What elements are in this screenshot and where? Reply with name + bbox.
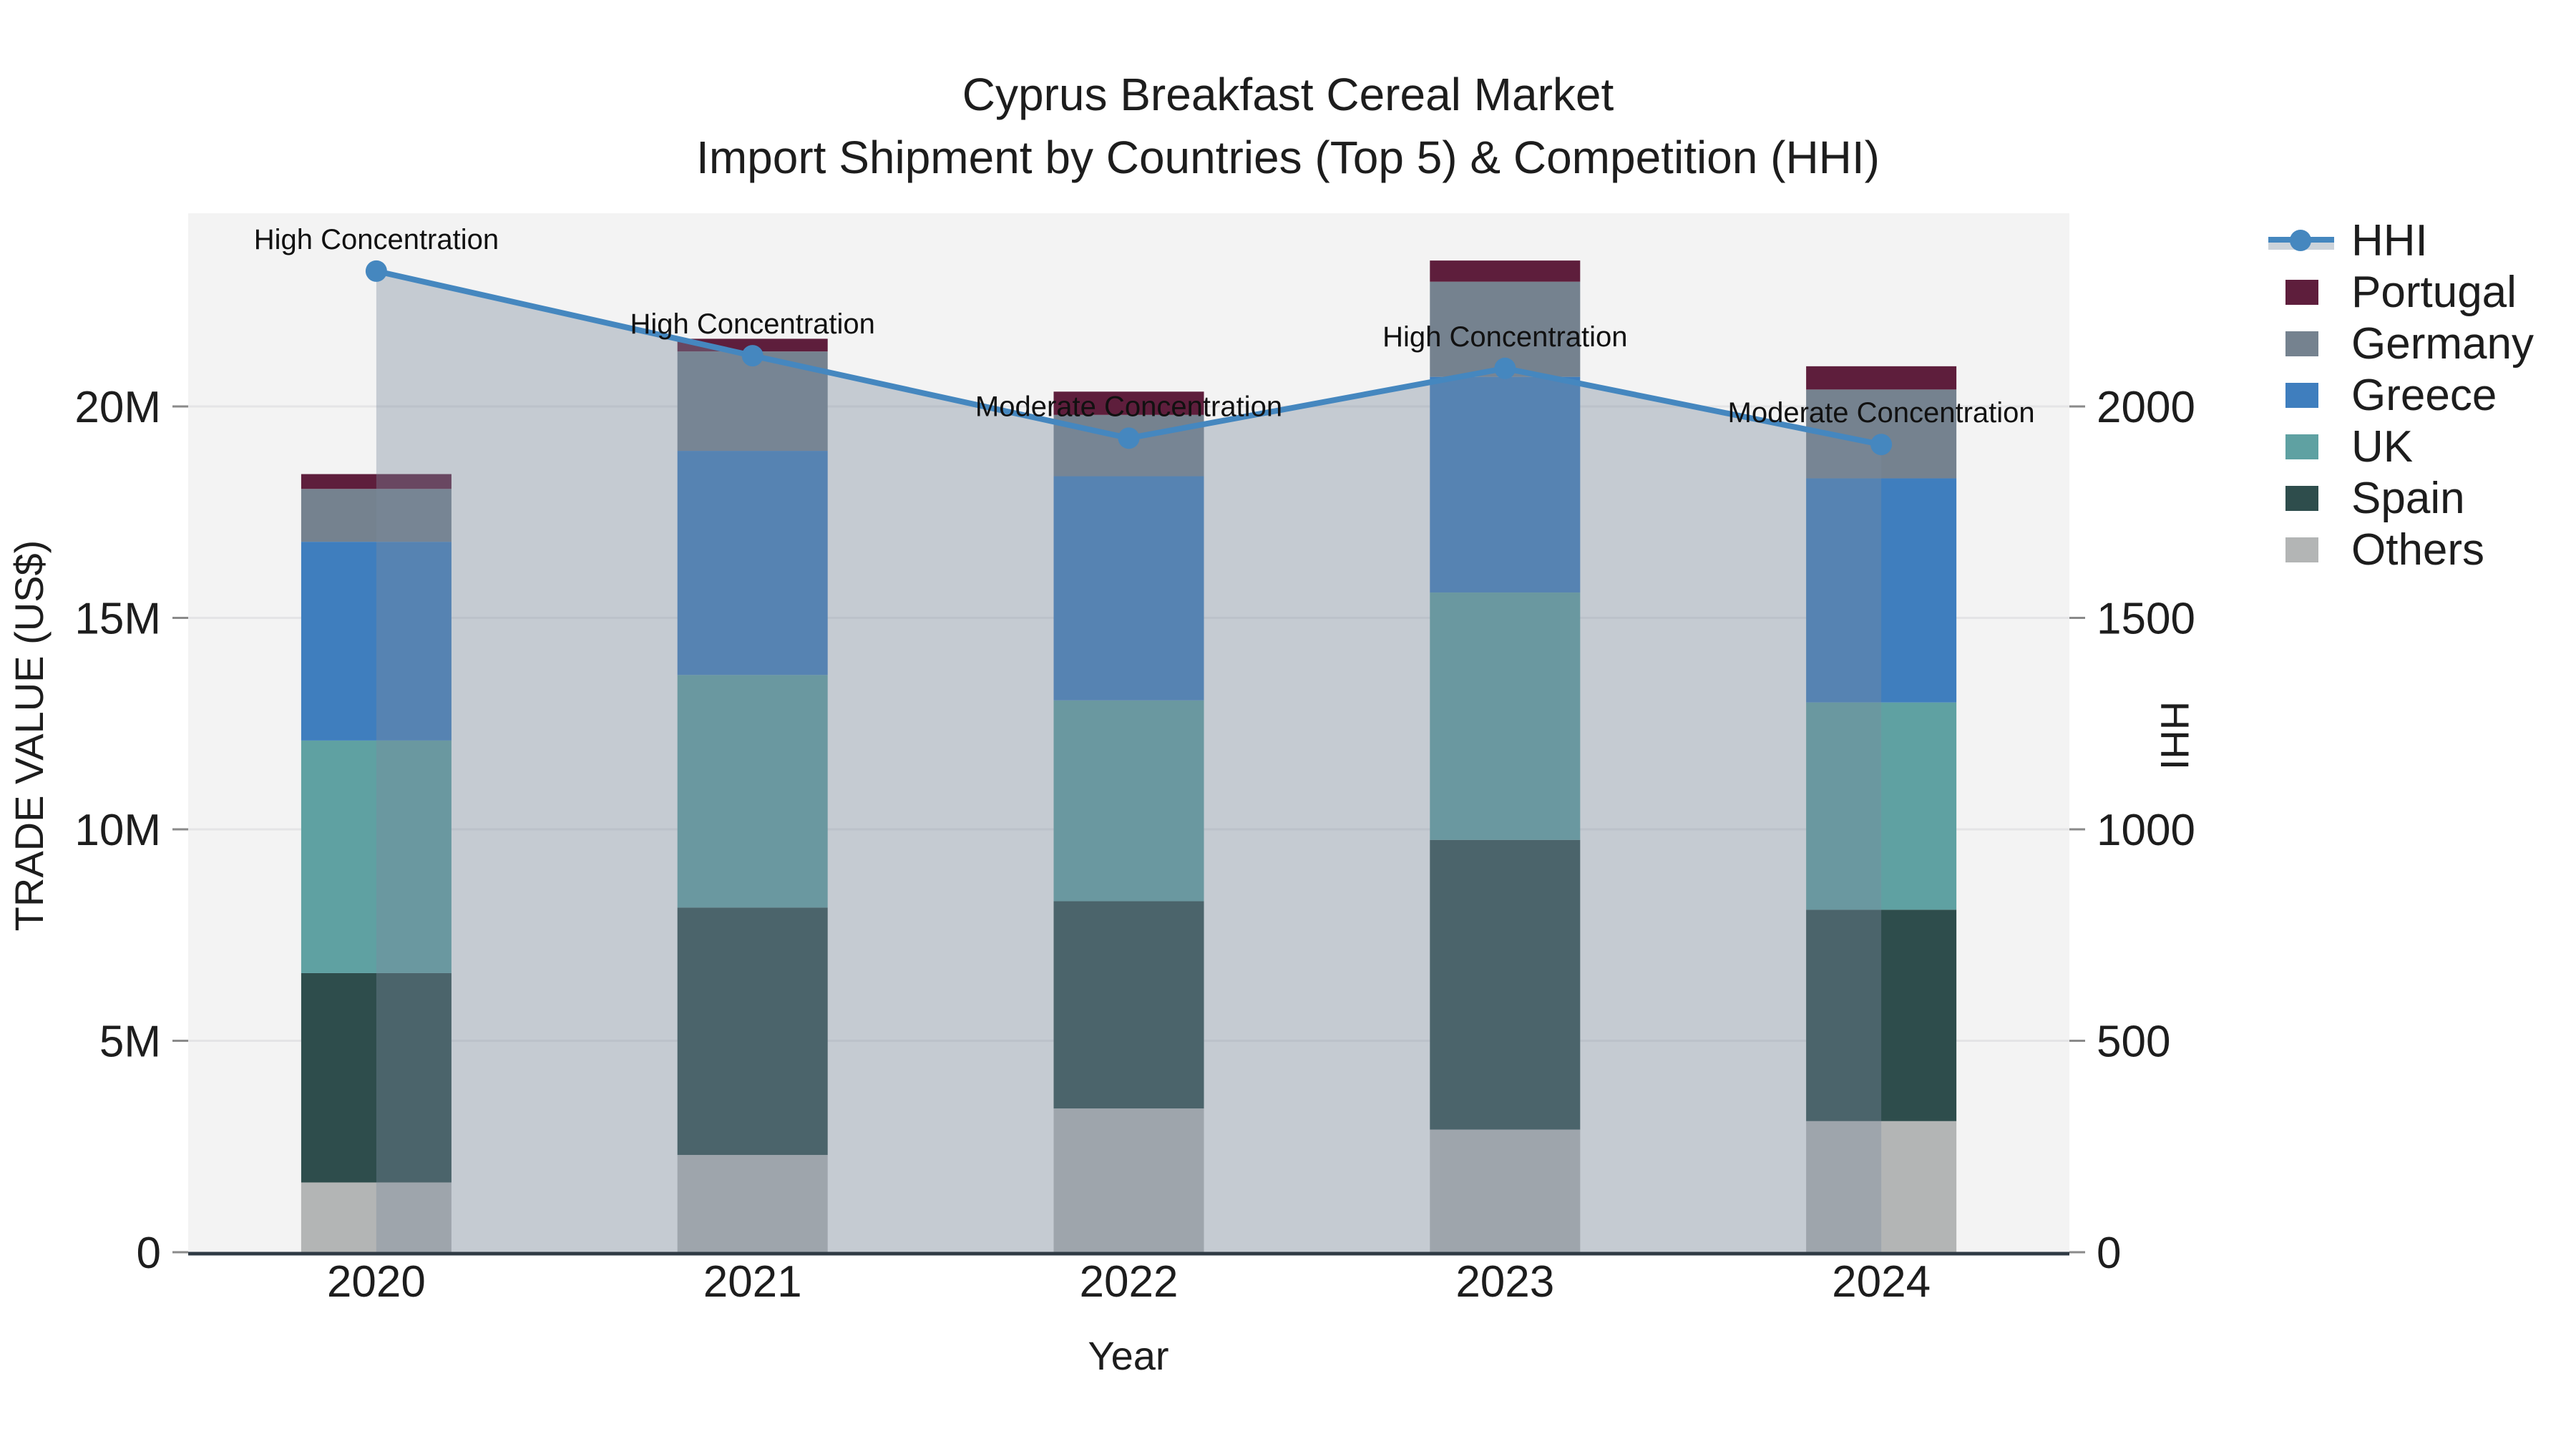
others-swatch-icon xyxy=(2285,537,2318,562)
y-axis-tick-label-left: 20M xyxy=(74,383,161,432)
x-axis-tick-label: 2020 xyxy=(327,1257,426,1307)
x-axis-tick-label: 2024 xyxy=(1832,1257,1931,1307)
bar-segment-uk-2021[interactable] xyxy=(677,675,828,908)
legend-item-germany[interactable]: Germany xyxy=(2260,318,2534,369)
bar-segment-uk-2020[interactable] xyxy=(301,740,452,973)
legend-label: Spain xyxy=(2351,473,2465,523)
legend-label: Germany xyxy=(2351,318,2534,369)
greece-swatch-icon xyxy=(2285,382,2318,408)
hhi-annotation-2024: Moderate Concentration xyxy=(1728,397,2035,429)
y-axis-tick-label-left: 15M xyxy=(74,595,161,644)
bar-segment-greece-2023[interactable] xyxy=(1430,376,1581,593)
legend-item-uk[interactable]: UK xyxy=(2260,421,2534,472)
legend-hhi-swatch-box xyxy=(2260,228,2344,253)
bar-segment-others-2023[interactable] xyxy=(1430,1129,1581,1252)
hhi-line-swatch-icon xyxy=(2268,228,2334,253)
x-axis-tick-label: 2022 xyxy=(1080,1257,1179,1307)
germany-swatch-icon xyxy=(2285,331,2318,356)
legend-item-portugal[interactable]: Portugal xyxy=(2260,266,2534,318)
x-axis-title: Year xyxy=(1088,1333,1169,1378)
bar-segment-spain-2020[interactable] xyxy=(301,972,452,1183)
hhi-marker-2020[interactable] xyxy=(365,260,387,282)
portugal-swatch-icon xyxy=(2285,279,2318,305)
hhi-marker-2022[interactable] xyxy=(1118,427,1140,449)
legend-label: HHI xyxy=(2351,215,2428,265)
bar-segment-portugal-2022[interactable] xyxy=(1053,391,1204,415)
stacked-bars xyxy=(301,260,1957,1252)
y-axis-tick-label-right: 0 xyxy=(2097,1229,2121,1278)
uk-swatch-icon xyxy=(2285,434,2318,459)
legend: HHI Portugal Germany Greece UK Spain Oth… xyxy=(2260,215,2534,575)
y-axis-tick-label-left: 5M xyxy=(99,1018,161,1067)
bar-segment-others-2021[interactable] xyxy=(677,1155,828,1252)
legend-label: Others xyxy=(2351,525,2485,575)
hhi-annotation-2022: Moderate Concentration xyxy=(975,391,1282,422)
bar-segment-spain-2021[interactable] xyxy=(677,907,828,1156)
x-axis-tick-label: 2023 xyxy=(1455,1257,1554,1307)
bar-segment-greece-2020[interactable] xyxy=(301,542,452,741)
bar-segment-greece-2021[interactable] xyxy=(677,451,828,675)
y-axis-tick-label-left: 0 xyxy=(137,1229,161,1278)
bar-segment-others-2022[interactable] xyxy=(1053,1108,1204,1252)
y-axis-title-right: HHI xyxy=(2152,701,2197,771)
bar-segment-others-2020[interactable] xyxy=(301,1182,452,1252)
legend-label: UK xyxy=(2351,421,2414,472)
chart-title-line1: Cyprus Breakfast Cereal Market xyxy=(962,69,1614,120)
bar-segment-uk-2023[interactable] xyxy=(1430,592,1581,840)
hhi-annotation-2021: High Concentration xyxy=(630,308,874,340)
legend-item-greece[interactable]: Greece xyxy=(2260,369,2534,421)
legend-label: Greece xyxy=(2351,370,2497,420)
spain-swatch-icon xyxy=(2285,485,2318,511)
y-axis-tick-label-left: 10M xyxy=(74,806,161,855)
legend-item-hhi[interactable]: HHI xyxy=(2260,215,2534,266)
y-axis-tick-label-right: 500 xyxy=(2097,1018,2170,1067)
bar-segment-greece-2022[interactable] xyxy=(1053,476,1204,701)
hhi-annotation-2020: High Concentration xyxy=(254,224,499,255)
hhi-marker-2024[interactable] xyxy=(1870,434,1893,456)
bar-segment-spain-2023[interactable] xyxy=(1430,839,1581,1130)
bar-segment-spain-2024[interactable] xyxy=(1806,909,1957,1121)
bar-segment-portugal-2023[interactable] xyxy=(1430,260,1581,282)
legend-item-others[interactable]: Others xyxy=(2260,524,2534,575)
hhi-annotation-2023: High Concentration xyxy=(1382,321,1627,353)
bar-segment-uk-2022[interactable] xyxy=(1053,700,1204,902)
bar-segment-portugal-2020[interactable] xyxy=(301,474,452,489)
bar-segment-germany-2020[interactable] xyxy=(301,489,452,542)
legend-item-spain[interactable]: Spain xyxy=(2260,472,2534,524)
y-axis-title-left: TRADE VALUE (US$) xyxy=(6,540,52,932)
bar-segment-greece-2024[interactable] xyxy=(1806,478,1957,703)
y-axis-tick-label-right: 1500 xyxy=(2097,595,2195,644)
hhi-area-fill xyxy=(376,270,1882,1252)
hhi-marker-2021[interactable] xyxy=(741,345,763,367)
y-axis-tick-label-right: 2000 xyxy=(2097,383,2195,432)
bar-segment-portugal-2024[interactable] xyxy=(1806,366,1957,390)
bar-segment-uk-2024[interactable] xyxy=(1806,702,1957,910)
bar-segment-spain-2022[interactable] xyxy=(1053,901,1204,1109)
bar-segment-others-2024[interactable] xyxy=(1806,1121,1957,1252)
hhi-marker-2023[interactable] xyxy=(1494,357,1516,379)
y-axis-tick-label-right: 1000 xyxy=(2097,806,2195,855)
chart-title-line2: Import Shipment by Countries (Top 5) & C… xyxy=(696,132,1880,183)
chart-title: Cyprus Breakfast Cereal Market Import Sh… xyxy=(0,63,2576,189)
x-axis-tick-label: 2021 xyxy=(703,1257,802,1307)
legend-label: Portugal xyxy=(2351,267,2517,317)
